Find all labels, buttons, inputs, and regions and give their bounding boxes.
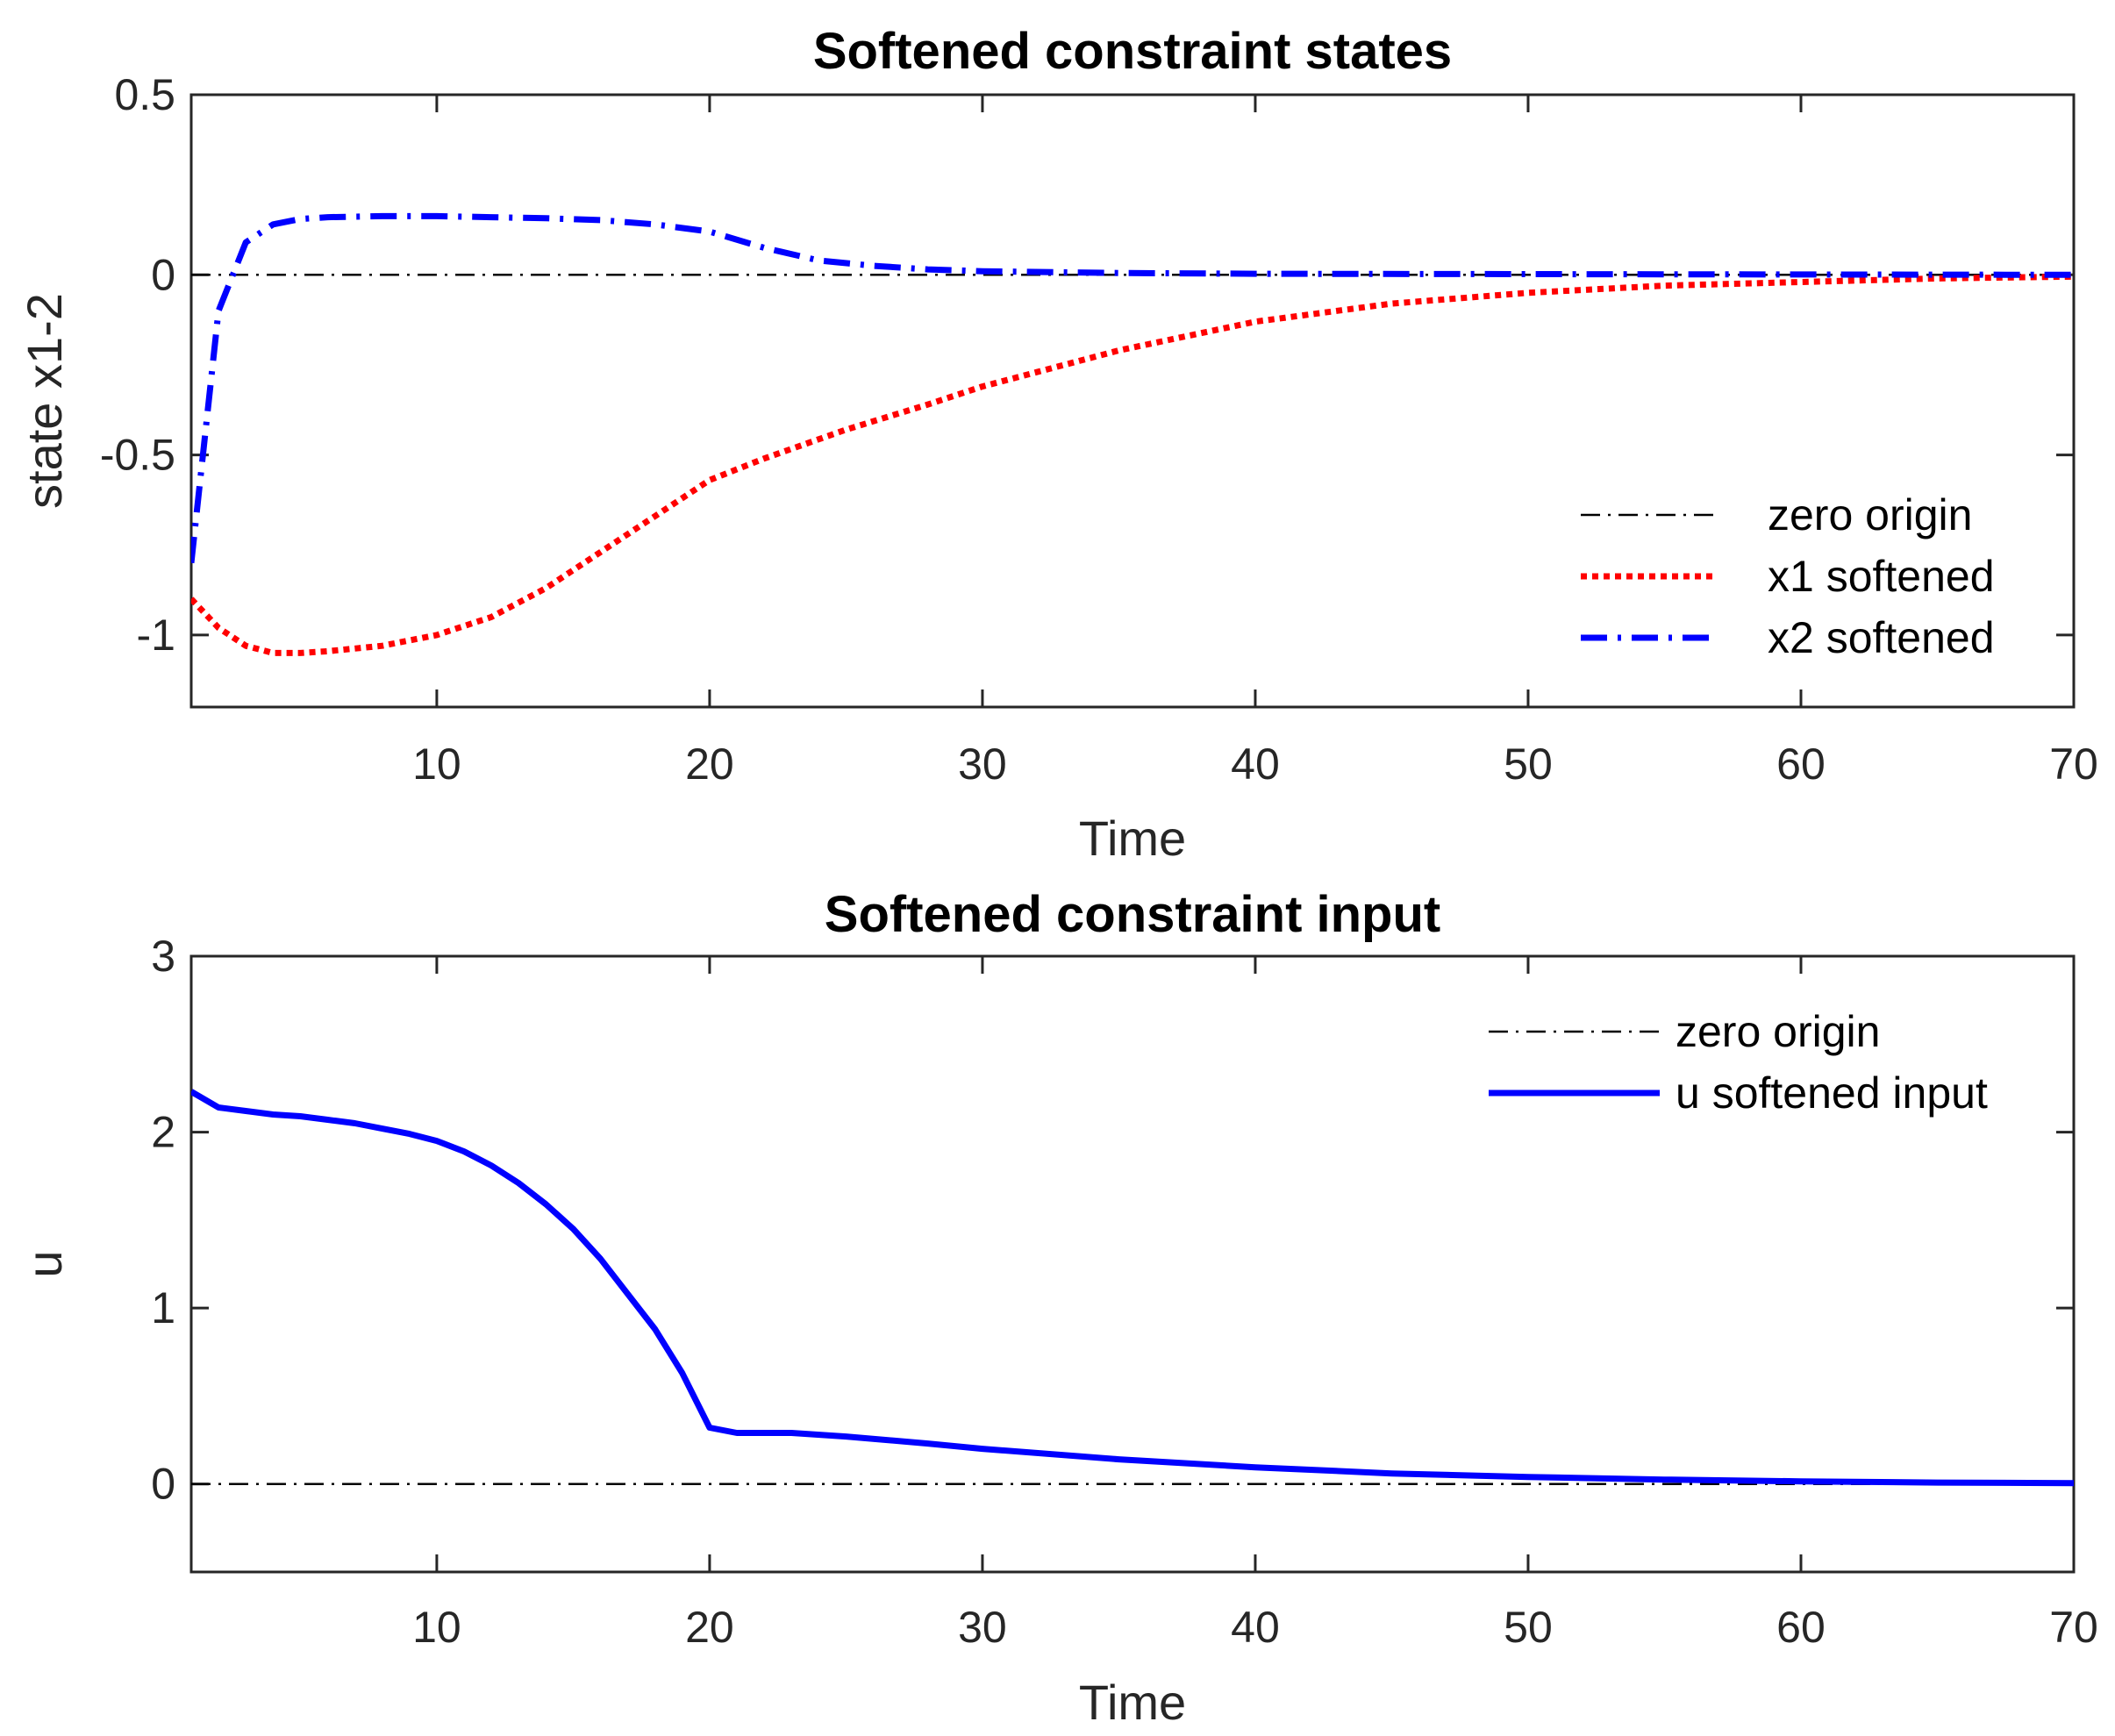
series-line-u-softened-input (191, 1089, 2074, 1487)
x-tick-label: 60 (1776, 1603, 1826, 1652)
x-axis-label: Time (1079, 811, 1186, 866)
series-line-x2-softened (191, 212, 2074, 564)
x-tick-label: 30 (958, 1603, 1007, 1652)
chart-title: Softened constraint input (825, 886, 1440, 943)
legend-entry-label: u softened input (1676, 1068, 1988, 1118)
y-tick-label: 2 (151, 1108, 175, 1157)
x-tick-label: 30 (958, 739, 1007, 789)
states-chart: Softened constraint states 10 20 30 40 50 60 70… (17, 23, 2098, 866)
chart-title: Softened constraint states (813, 23, 1452, 80)
x-tick-label: 10 (412, 739, 461, 789)
x-tick-label: 70 (2049, 739, 2098, 789)
x-tick-label: 20 (685, 739, 734, 789)
x-tick-label: 40 (1231, 739, 1280, 789)
x-tick-label: 70 (2049, 1603, 2098, 1652)
legend-entry-label: zero origin (1676, 1007, 1880, 1056)
x-tick-label: 60 (1776, 739, 1826, 789)
x-tick-label: 50 (1504, 739, 1553, 789)
x-tick-label: 40 (1231, 1603, 1280, 1652)
y-axis-label: state x1-2 (17, 293, 72, 509)
legend-entry-label: x1 softened (1768, 552, 1995, 601)
legend-entry-label: zero origin (1768, 490, 1972, 539)
axes-box (189, 93, 2076, 709)
x-axis-label: Time (1079, 1675, 1186, 1730)
y-tick-label: -1 (137, 611, 175, 660)
y-tick-label: 0.5 (114, 70, 175, 119)
x-tick-label: 50 (1504, 1603, 1553, 1652)
legend-entry-label: x2 softened (1768, 613, 1995, 662)
y-tick-label: 1 (151, 1283, 175, 1332)
series-line-x1-softened (191, 273, 2074, 656)
y-tick-label: 0 (151, 1460, 175, 1509)
x-tick-label: 10 (412, 1603, 461, 1652)
axes-box (189, 954, 2076, 1574)
y-tick-label: -0.5 (100, 431, 175, 480)
x-tick-label: 20 (685, 1603, 734, 1652)
y-tick-label: 0 (151, 250, 175, 299)
input-chart: Softened constraint input 10 20 30 40 50 60 70 0… (17, 886, 2098, 1730)
y-axis-label: u (17, 1250, 72, 1277)
y-tick-label: 3 (151, 932, 175, 981)
